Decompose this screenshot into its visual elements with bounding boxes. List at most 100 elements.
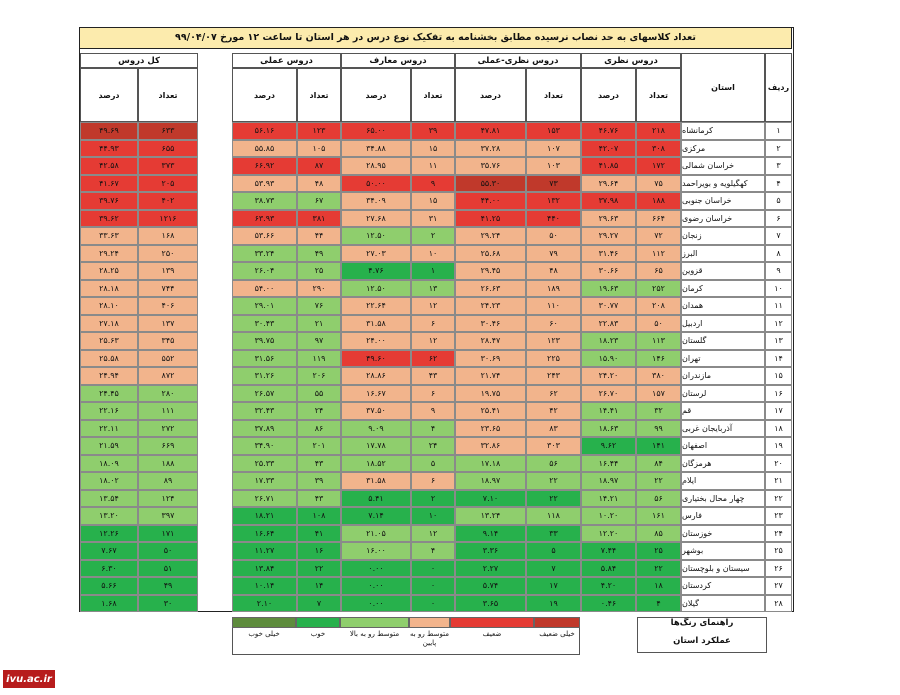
- row-rank: ۱۱: [765, 297, 792, 315]
- theory-count: ۷۵: [636, 174, 681, 192]
- maaref-percent: ۰.۰۰: [341, 577, 411, 595]
- practical-count: ۲۴: [297, 402, 341, 420]
- total-count: ۷۴۴: [138, 279, 198, 297]
- row-rank: ۴: [765, 174, 792, 192]
- row-province: مازندران: [681, 367, 765, 385]
- total-percent: ۲۱.۵۹: [80, 437, 138, 455]
- theory-count: ۵۶: [636, 489, 681, 507]
- theory-count: ۳۸۰: [636, 367, 681, 385]
- row-province: قزوین: [681, 262, 765, 280]
- header-percent: درصد: [341, 68, 411, 122]
- total-count: ۱۶۸: [138, 227, 198, 245]
- maaref-percent: ۱۲.۵۰: [341, 227, 411, 245]
- total-count: ۱۳۷: [138, 314, 198, 332]
- theory-percent: ۴.۲۰: [581, 577, 636, 595]
- theory-practical-count: ۴۲: [526, 402, 581, 420]
- total-percent: ۱۸.۰۲: [80, 472, 138, 490]
- legend-guide-title: راهنمای رنگ‌ها: [670, 618, 734, 628]
- row-rank: ۸: [765, 244, 792, 262]
- theory-percent: ۳۷.۹۸: [581, 192, 636, 210]
- theory-percent: ۱۸.۲۳: [581, 332, 636, 350]
- maaref-percent: ۱۷.۷۸: [341, 437, 411, 455]
- maaref-percent: ۳۱.۵۸: [341, 472, 411, 490]
- practical-count: ۴۹: [297, 244, 341, 262]
- header-count: تعداد: [297, 68, 341, 122]
- total-percent: ۵.۶۶: [80, 577, 138, 595]
- total-count: ۳۹۷: [138, 507, 198, 525]
- theory-percent: ۲۹.۶۴: [581, 174, 636, 192]
- row-rank: ۲۶: [765, 559, 792, 577]
- practical-count: ۷۶: [297, 297, 341, 315]
- practical-count: ۷: [297, 594, 341, 612]
- practical-percent: ۲.۱۰: [232, 594, 297, 612]
- maaref-percent: ۴۹.۶۰: [341, 349, 411, 367]
- maaref-count: ۰: [411, 559, 455, 577]
- maaref-percent: ۲۴.۰۰: [341, 332, 411, 350]
- total-percent: ۲۵.۶۳: [80, 332, 138, 350]
- theory-practical-count: ۴۸: [526, 262, 581, 280]
- theory-count: ۲۱۸: [636, 122, 681, 140]
- theory-percent: ۲۶.۷۰: [581, 384, 636, 402]
- total-count: ۱۲۱۶: [138, 209, 198, 227]
- total-count: ۲۰۵: [138, 174, 198, 192]
- maaref-percent: ۶۵.۰۰: [341, 122, 411, 140]
- theory-percent: ۱۸.۹۷: [581, 472, 636, 490]
- theory-practical-percent: ۲۳.۶۵: [455, 419, 526, 437]
- theory-practical-count: ۱۵۳: [526, 122, 581, 140]
- theory-percent: ۱۰.۲۰: [581, 507, 636, 525]
- maaref-percent: ۲۷.۰۳: [341, 244, 411, 262]
- theory-practical-count: ۷: [526, 559, 581, 577]
- theory-percent: ۱۵.۹۰: [581, 349, 636, 367]
- theory-practical-count: ۱۰۷: [526, 139, 581, 157]
- row-province: خراسان جنوبی: [681, 192, 765, 210]
- maaref-percent: ۱۶.۶۷: [341, 384, 411, 402]
- theory-practical-percent: ۷.۱۰: [455, 489, 526, 507]
- theory-practical-percent: ۲.۲۷: [455, 559, 526, 577]
- theory-practical-percent: ۱۹.۷۵: [455, 384, 526, 402]
- practical-count: ۲۹۰: [297, 279, 341, 297]
- row-province: زنجان: [681, 227, 765, 245]
- maaref-percent: ۳۷.۵۰: [341, 402, 411, 420]
- theory-practical-count: ۶۰: [526, 314, 581, 332]
- practical-percent: ۳۱.۵۶: [232, 349, 297, 367]
- maaref-percent: ۵۰.۰۰: [341, 174, 411, 192]
- legend-label: متوسط رو به پایین: [410, 630, 449, 647]
- practical-count: ۱۴: [297, 577, 341, 595]
- theory-percent: ۴۱.۸۵: [581, 157, 636, 175]
- theory-practical-percent: ۲۹.۴۵: [455, 262, 526, 280]
- maaref-count: ۲۴: [411, 437, 455, 455]
- total-percent: ۶.۳۰: [80, 559, 138, 577]
- practical-count: ۲۰۶: [297, 367, 341, 385]
- row-province: تهران: [681, 349, 765, 367]
- total-count: ۲۵۰: [138, 244, 198, 262]
- theory-practical-percent: ۲۶.۶۳: [455, 279, 526, 297]
- practical-count: ۳۸۱: [297, 209, 341, 227]
- maaref-percent: ۳۴.۰۹: [341, 192, 411, 210]
- maaref-count: ۱۱: [411, 157, 455, 175]
- practical-percent: ۳۳.۲۴: [232, 244, 297, 262]
- practical-count: ۱۱۹: [297, 349, 341, 367]
- theory-count: ۲۲: [636, 472, 681, 490]
- theory-practical-count: ۱۷: [526, 577, 581, 595]
- maaref-count: ۶۲: [411, 349, 455, 367]
- theory-count: ۶۵: [636, 262, 681, 280]
- maaref-count: ۶: [411, 384, 455, 402]
- row-rank: ۳: [765, 157, 792, 175]
- theory-count: ۲۰۸: [636, 297, 681, 315]
- theory-practical-count: ۱۲۳: [526, 332, 581, 350]
- row-rank: ۲۰: [765, 454, 792, 472]
- total-percent: ۲۲.۱۱: [80, 419, 138, 437]
- maaref-count: ۱۵: [411, 192, 455, 210]
- theory-percent: ۳۰.۶۶: [581, 262, 636, 280]
- practical-percent: ۳۱.۲۶: [232, 367, 297, 385]
- legend-label: ضعیف: [482, 630, 502, 638]
- theory-practical-percent: ۲۱.۷۴: [455, 367, 526, 385]
- total-percent: ۴۱.۶۷: [80, 174, 138, 192]
- row-rank: ۲۲: [765, 489, 792, 507]
- legend-label: خیلی ضعیف: [539, 630, 575, 638]
- header-count: تعداد: [636, 68, 681, 122]
- maaref-count: ۱: [411, 262, 455, 280]
- practical-count: ۲۵: [297, 262, 341, 280]
- row-rank: ۲۵: [765, 542, 792, 560]
- theory-percent: ۰.۴۶: [581, 594, 636, 612]
